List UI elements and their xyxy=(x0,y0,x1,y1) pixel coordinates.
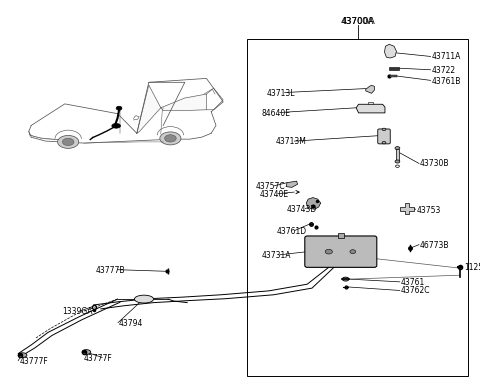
Polygon shape xyxy=(161,94,206,111)
Text: 46773B: 46773B xyxy=(420,241,449,250)
Polygon shape xyxy=(356,104,385,113)
Text: 43761: 43761 xyxy=(401,278,425,287)
Polygon shape xyxy=(368,102,373,104)
Bar xyxy=(338,233,344,238)
Ellipse shape xyxy=(382,128,386,131)
Text: 43777B: 43777B xyxy=(96,266,125,275)
Text: 43777F: 43777F xyxy=(19,357,48,366)
Ellipse shape xyxy=(160,132,181,145)
Ellipse shape xyxy=(395,147,400,150)
Bar xyxy=(389,67,399,70)
Polygon shape xyxy=(366,85,374,93)
Text: 1125KJ: 1125KJ xyxy=(464,263,480,272)
Bar xyxy=(390,75,397,77)
Ellipse shape xyxy=(82,350,91,354)
Text: 43731A: 43731A xyxy=(262,251,291,260)
Text: 43700A: 43700A xyxy=(341,17,374,26)
Text: 43713M: 43713M xyxy=(276,138,307,146)
Ellipse shape xyxy=(350,250,356,254)
Text: 43713L: 43713L xyxy=(266,89,295,98)
Text: 43794: 43794 xyxy=(119,319,144,328)
Ellipse shape xyxy=(58,136,79,149)
Text: 43753: 43753 xyxy=(417,206,441,214)
Polygon shape xyxy=(384,44,396,58)
Ellipse shape xyxy=(134,295,154,303)
Bar xyxy=(247,39,468,376)
Polygon shape xyxy=(306,198,321,209)
Polygon shape xyxy=(137,85,161,133)
Ellipse shape xyxy=(395,160,400,163)
Text: 43757C: 43757C xyxy=(256,182,286,191)
Text: 43777F: 43777F xyxy=(84,354,113,363)
Text: 43762C: 43762C xyxy=(401,287,430,295)
Text: 43740E: 43740E xyxy=(260,190,289,199)
Ellipse shape xyxy=(18,353,27,358)
Polygon shape xyxy=(286,181,298,187)
Text: 43711A: 43711A xyxy=(432,53,461,61)
Ellipse shape xyxy=(165,135,176,142)
FancyBboxPatch shape xyxy=(378,129,390,144)
Bar xyxy=(396,149,399,161)
Text: 1339GA: 1339GA xyxy=(62,307,93,316)
Polygon shape xyxy=(400,203,414,214)
Text: 43761B: 43761B xyxy=(432,77,461,85)
Ellipse shape xyxy=(325,249,332,254)
Text: 43743D: 43743D xyxy=(287,205,317,214)
Ellipse shape xyxy=(62,138,74,145)
Text: 43722: 43722 xyxy=(432,66,456,75)
Text: 43730B: 43730B xyxy=(420,160,449,168)
Text: 43700A: 43700A xyxy=(340,17,375,26)
Ellipse shape xyxy=(112,123,120,128)
Ellipse shape xyxy=(382,142,386,144)
Ellipse shape xyxy=(342,277,349,281)
Text: 84640E: 84640E xyxy=(262,109,290,118)
Ellipse shape xyxy=(116,106,122,110)
FancyBboxPatch shape xyxy=(305,236,377,267)
Text: 43761D: 43761D xyxy=(276,227,307,236)
